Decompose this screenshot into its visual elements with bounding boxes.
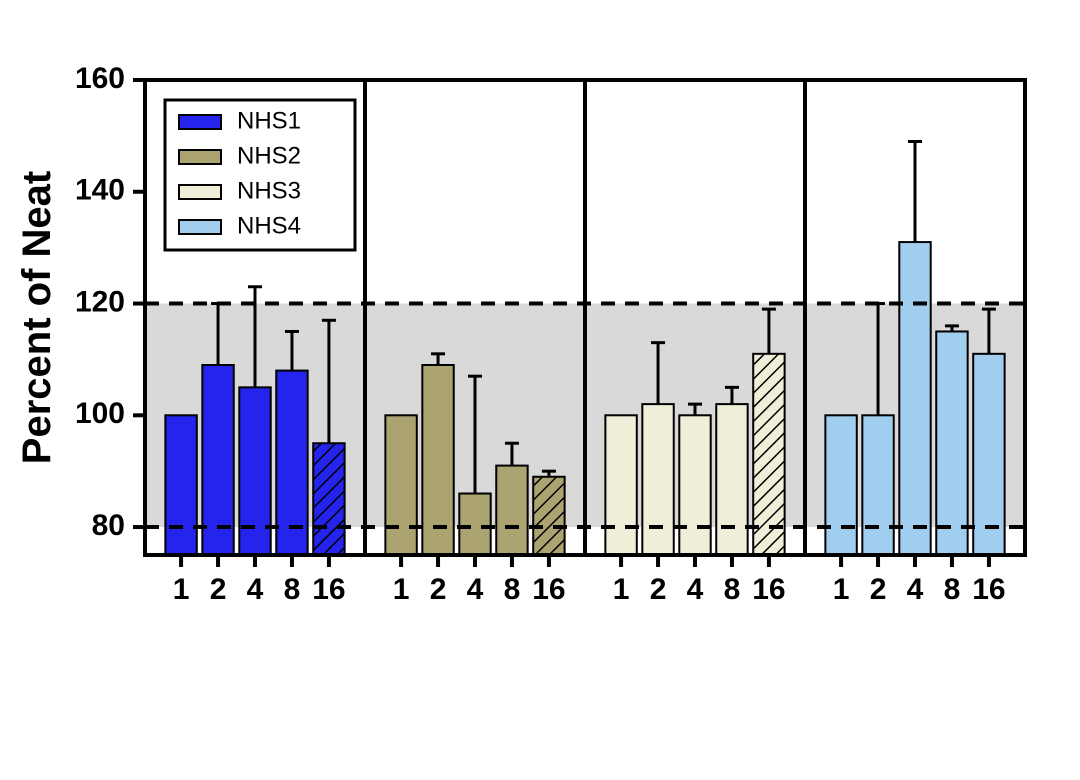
x-tick-label: 4: [247, 573, 264, 606]
x-tick-label: 1: [833, 573, 850, 606]
x-tick-label: 4: [907, 573, 924, 606]
x-tick-label: 2: [210, 573, 227, 606]
x-tick-label: 16: [532, 573, 565, 606]
y-tick-label: 140: [75, 174, 125, 207]
x-tick-label: 1: [173, 573, 190, 606]
x-tick-label: 16: [752, 573, 785, 606]
y-tick-label: 120: [75, 285, 125, 318]
x-tick-label: 16: [312, 573, 345, 606]
legend-swatch: [179, 185, 221, 199]
y-axis-label: Percent of Neat: [15, 171, 59, 464]
legend-label: NHS4: [237, 212, 301, 239]
x-tick-label: 1: [613, 573, 630, 606]
x-tick-label: 8: [504, 573, 521, 606]
bar: [165, 415, 196, 595]
x-tick-label: 2: [870, 573, 887, 606]
bar-chart: 80100120140160124816124816124816124816Pe…: [0, 0, 1080, 780]
x-tick-label: 4: [467, 573, 484, 606]
legend-swatch: [179, 150, 221, 164]
x-tick-label: 8: [284, 573, 301, 606]
bar: [862, 415, 893, 595]
bar: [899, 242, 930, 595]
bar: [385, 415, 416, 595]
bar: [679, 415, 710, 595]
y-tick-label: 160: [75, 62, 125, 95]
x-tick-label: 2: [650, 573, 667, 606]
legend-swatch: [179, 220, 221, 234]
x-tick-label: 8: [944, 573, 961, 606]
bar: [605, 415, 636, 595]
legend-label: NHS2: [237, 142, 301, 169]
y-tick-label: 80: [92, 509, 125, 542]
x-tick-label: 4: [687, 573, 704, 606]
y-tick-label: 100: [75, 397, 125, 430]
legend-label: NHS3: [237, 177, 301, 204]
x-tick-label: 16: [972, 573, 1005, 606]
bar: [825, 415, 856, 595]
legend-label: NHS1: [237, 107, 301, 134]
x-tick-label: 2: [430, 573, 447, 606]
legend-swatch: [179, 115, 221, 129]
x-tick-label: 1: [393, 573, 410, 606]
x-tick-label: 8: [724, 573, 741, 606]
